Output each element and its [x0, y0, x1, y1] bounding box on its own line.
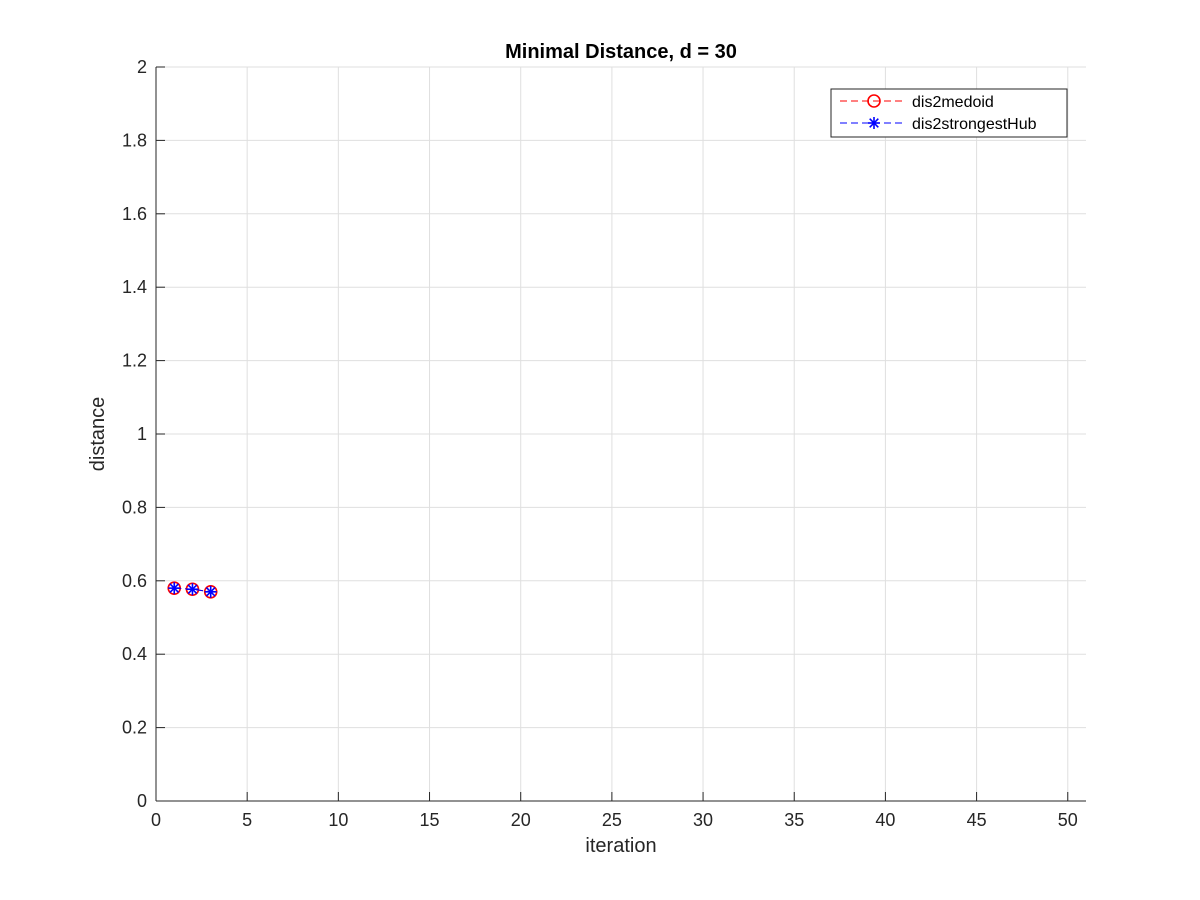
y-tick-label-8: 1.6	[122, 204, 147, 224]
tick-labels: 0 5 10 15 20 25 30 35 40 45 50 0 0.2 0.4 0.6 0.8 1 1.2 1.4…	[122, 57, 1078, 830]
y-tick-label-2: 0.4	[122, 644, 147, 664]
plot-area	[155, 66, 1086, 802]
y-tick-label-3: 0.6	[122, 571, 147, 591]
legend-marker-1	[868, 117, 880, 129]
data-point-dis2strongestHub-1	[186, 583, 199, 596]
x-tick-label-3: 15	[420, 810, 440, 830]
x-axis-label: iteration	[585, 835, 656, 857]
series-dis2strongestHub	[168, 582, 217, 598]
x-tick-label-9: 45	[967, 810, 987, 830]
x-tick-label-6: 30	[693, 810, 713, 830]
legend-marker-1-d2	[869, 118, 879, 128]
data-series	[167, 581, 218, 599]
data-point-dis2strongestHub-2-d2	[205, 586, 216, 597]
y-tick-label-9: 1.8	[122, 130, 147, 150]
legend: dis2medoid dis2strongestHub	[830, 88, 1068, 138]
x-tick-label-5: 25	[602, 810, 622, 830]
legend-entries: dis2medoid dis2strongestHub	[840, 94, 1037, 133]
y-tick-label-6: 1.2	[122, 351, 147, 371]
y-tick-label-10: 2	[137, 57, 147, 77]
data-point-dis2strongestHub-1-d2	[187, 584, 198, 595]
legend-label-0: dis2medoid	[912, 94, 994, 111]
axes	[155, 66, 1086, 802]
data-point-dis2strongestHub-2	[204, 585, 217, 598]
series-line-dis2strongestHub	[174, 587, 211, 593]
data-point-dis2strongestHub-0	[168, 582, 181, 595]
y-tick-label-0: 0	[137, 791, 147, 811]
x-tick-label-10: 50	[1058, 810, 1078, 830]
x-tick-label-4: 20	[511, 810, 531, 830]
legend-label-1: dis2strongestHub	[912, 116, 1037, 133]
x-tick-label-8: 40	[875, 810, 895, 830]
y-tick-label-1: 0.2	[122, 718, 147, 738]
x-tick-label-7: 35	[784, 810, 804, 830]
y-tick-label-4: 0.8	[122, 497, 147, 517]
y-axis-label: distance	[87, 397, 109, 472]
x-tick-label-0: 0	[151, 810, 161, 830]
data-point-dis2strongestHub-0-d2	[169, 583, 180, 594]
grid	[156, 66, 1086, 801]
x-tick-label-2: 10	[328, 810, 348, 830]
x-tick-label-1: 5	[242, 810, 252, 830]
legend-marker-0	[867, 94, 881, 108]
chart-title: Minimal Distance, d = 30	[505, 41, 737, 63]
y-tick-label-7: 1.4	[122, 277, 147, 297]
legend-entry-1: dis2strongestHub	[840, 116, 1037, 133]
y-tick-label-5: 1	[137, 424, 147, 444]
legend-entry-0: dis2medoid	[840, 94, 994, 111]
